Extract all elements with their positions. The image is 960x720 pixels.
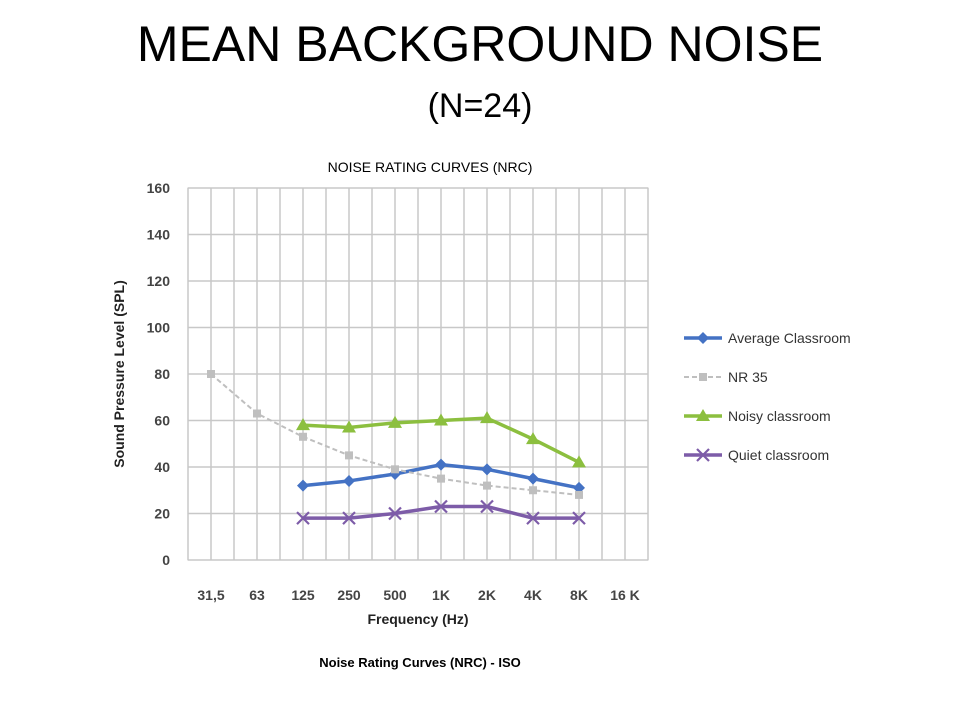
x-marker-stroke xyxy=(296,511,310,525)
x-tick-label: 16 K xyxy=(610,587,640,603)
data-point-noisy-classroom xyxy=(434,413,448,426)
data-point-noisy-classroom xyxy=(296,418,310,431)
x-tick-label: 4K xyxy=(524,587,542,603)
legend-swatch-marker xyxy=(696,448,710,462)
legend-entry-nr-35: NR 35 xyxy=(684,369,768,385)
x-marker-stroke xyxy=(388,506,402,521)
x-marker-stroke xyxy=(526,511,540,525)
y-tick-label: 140 xyxy=(147,227,171,243)
data-point-nr-35 xyxy=(529,486,537,495)
data-point-nr-35 xyxy=(437,474,445,483)
x-tick-label: 63 xyxy=(249,587,265,603)
legend-label: Quiet classroom xyxy=(728,447,829,463)
x-axis-title: Frequency (Hz) xyxy=(367,611,468,627)
x-marker-stroke xyxy=(696,448,710,462)
data-point-quiet-classroom xyxy=(296,511,310,525)
slide-subtitle: (N=24) xyxy=(427,87,533,125)
data-point-noisy-classroom xyxy=(342,420,356,433)
x-tick-label: 250 xyxy=(337,587,361,603)
y-axis-title: Sound Pressure Level (SPL) xyxy=(111,280,127,468)
legend-entry-average-classroom: Average Classroom xyxy=(684,330,851,346)
legend-swatch-marker xyxy=(696,409,710,421)
x-tick-label: 500 xyxy=(383,587,407,603)
y-tick-label: 100 xyxy=(147,320,171,336)
data-point-average-classroom xyxy=(481,463,493,476)
x-tick-label: 125 xyxy=(291,587,315,603)
x-tick-label: 2K xyxy=(478,587,496,603)
legend-label: Average Classroom xyxy=(728,330,851,346)
data-point-noisy-classroom xyxy=(572,455,586,468)
y-tick-label: 120 xyxy=(147,273,171,289)
legend-entry-noisy-classroom: Noisy classroom xyxy=(684,408,831,424)
x-tick-label: 8K xyxy=(570,587,588,603)
chart-caption: Noise Rating Curves (NRC) - ISO xyxy=(319,655,521,670)
x-marker-stroke xyxy=(572,511,586,525)
y-tick-label: 60 xyxy=(154,413,170,429)
legend-label: Noisy classroom xyxy=(728,408,831,424)
data-point-quiet-classroom xyxy=(434,499,448,514)
data-point-average-classroom xyxy=(435,458,447,471)
data-point-nr-35 xyxy=(575,490,583,499)
data-point-nr-35 xyxy=(391,465,399,474)
x-marker-stroke xyxy=(342,511,356,525)
slide-title: MEAN BACKGROUND NOISE xyxy=(136,16,824,72)
y-tick-label: 80 xyxy=(154,366,170,382)
data-point-quiet-classroom xyxy=(388,506,402,521)
y-tick-label: 20 xyxy=(154,506,170,522)
x-marker-stroke xyxy=(480,499,494,514)
data-point-noisy-classroom xyxy=(526,432,540,445)
legend-label: NR 35 xyxy=(728,369,768,385)
data-point-quiet-classroom xyxy=(526,511,540,525)
data-point-average-classroom xyxy=(527,472,539,485)
data-point-nr-35 xyxy=(345,451,353,460)
legend-entry-quiet-classroom: Quiet classroom xyxy=(684,447,829,463)
data-point-quiet-classroom xyxy=(342,511,356,525)
legend-swatch-marker xyxy=(699,373,707,381)
data-point-nr-35 xyxy=(253,409,261,418)
y-tick-label: 40 xyxy=(154,459,170,475)
data-point-quiet-classroom xyxy=(572,511,586,525)
data-point-noisy-classroom xyxy=(480,411,494,424)
legend-swatch-marker xyxy=(697,332,709,344)
data-point-nr-35 xyxy=(207,370,215,378)
data-point-nr-35 xyxy=(483,481,491,490)
data-point-average-classroom xyxy=(343,474,355,487)
x-marker-stroke xyxy=(434,499,448,514)
data-point-nr-35 xyxy=(299,432,307,441)
y-tick-label: 160 xyxy=(147,180,171,196)
data-point-noisy-classroom xyxy=(388,415,402,428)
y-tick-label: 0 xyxy=(162,552,170,568)
x-tick-label: 1K xyxy=(432,587,450,603)
data-point-quiet-classroom xyxy=(480,499,494,514)
chart-title: NOISE RATING CURVES (NRC) xyxy=(327,159,533,175)
data-point-average-classroom xyxy=(297,479,309,492)
x-tick-label: 31,5 xyxy=(197,587,224,603)
